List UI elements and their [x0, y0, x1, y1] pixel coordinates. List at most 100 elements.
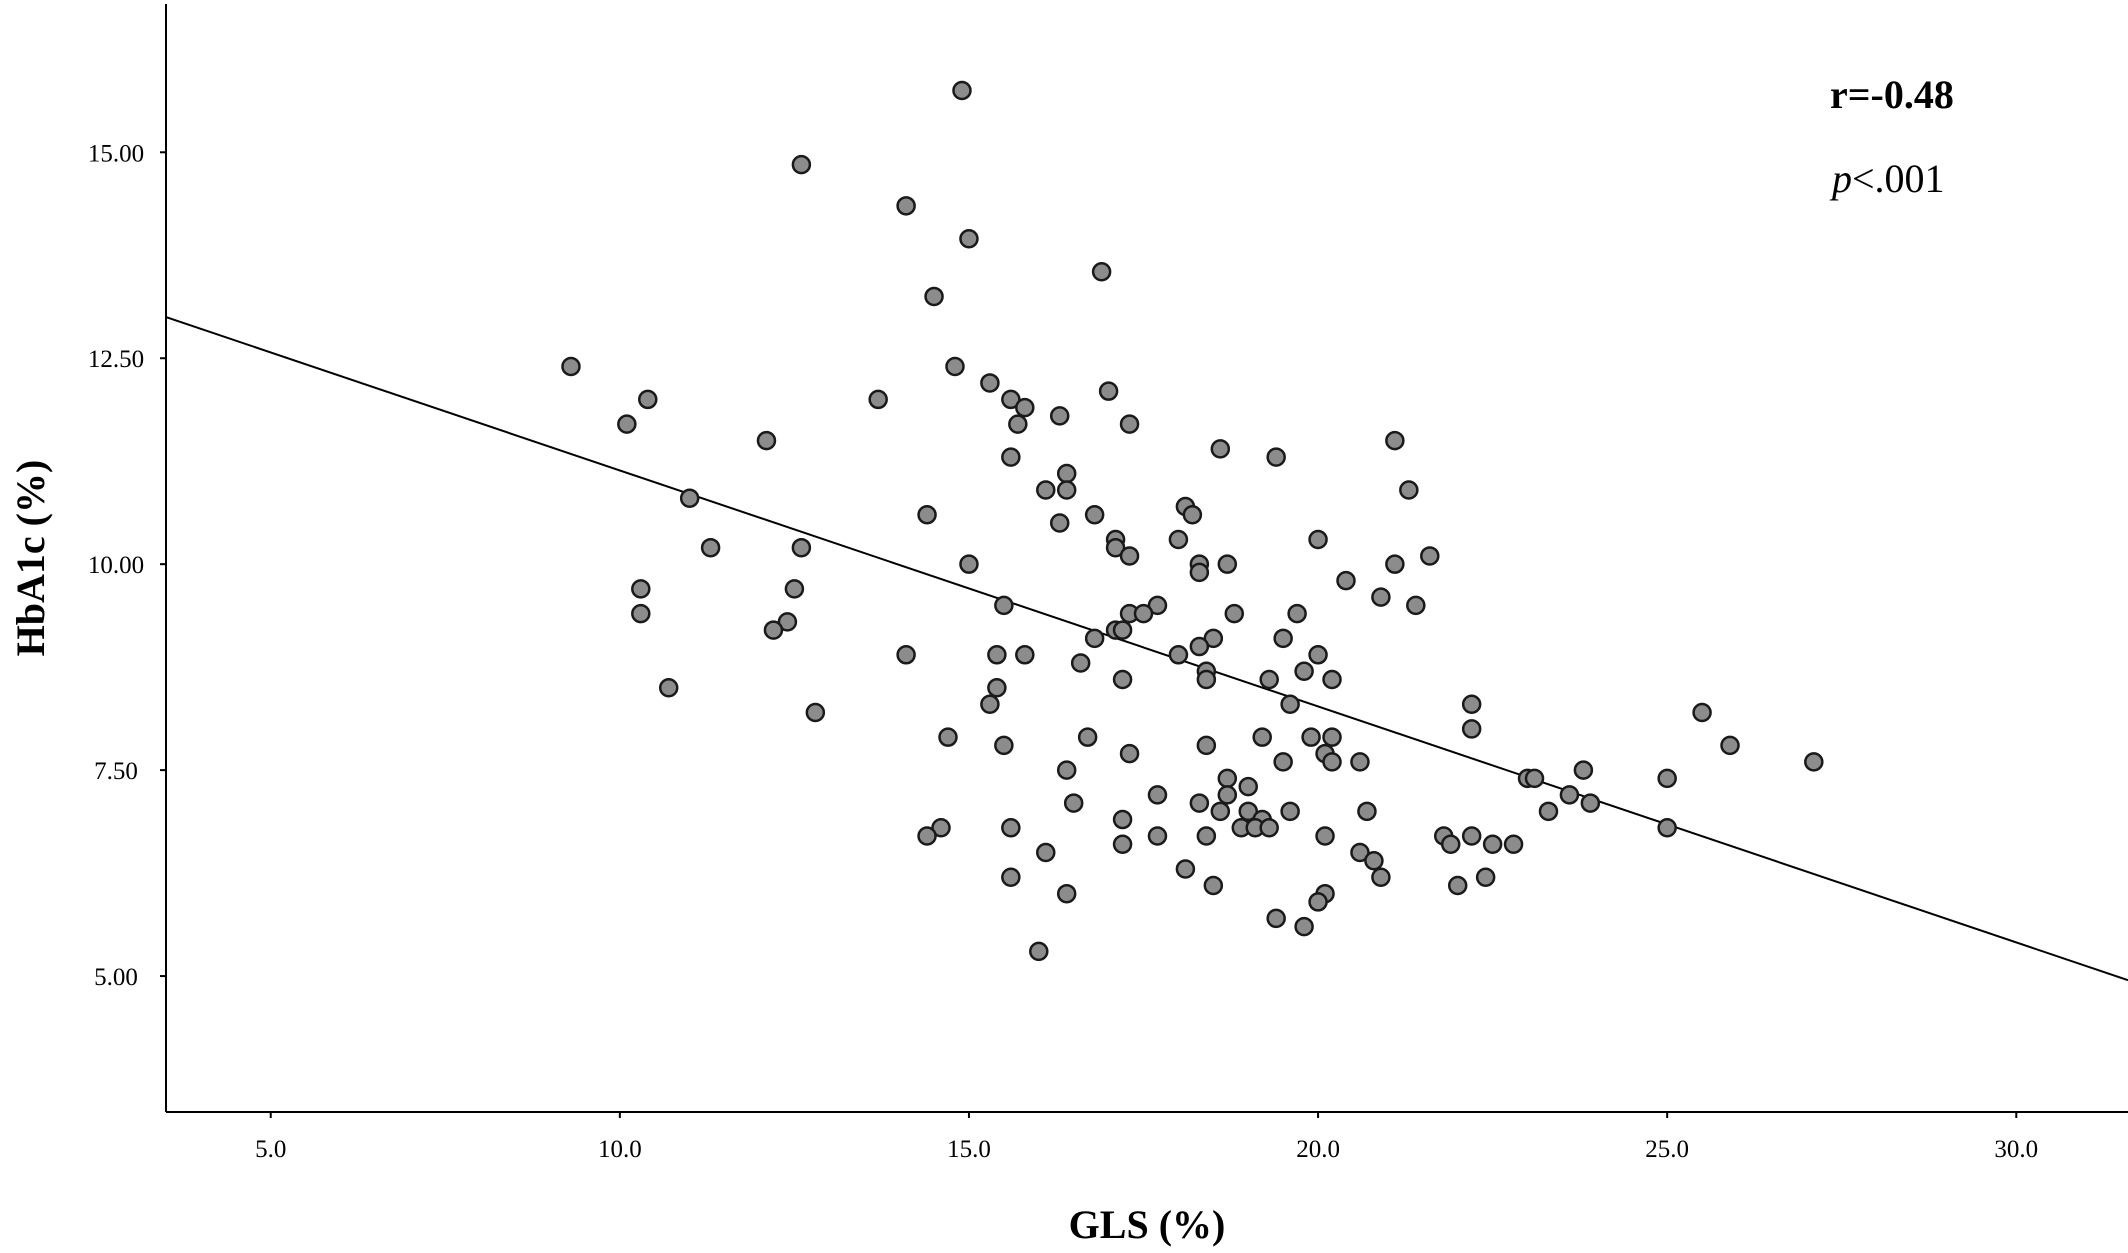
data-point — [1461, 826, 1482, 846]
data-point — [1482, 834, 1503, 855]
data-point — [1008, 414, 1028, 434]
data-point — [1015, 645, 1035, 665]
x-axis-title: GLS (%) — [1069, 1202, 1226, 1247]
y-axis-title: HbA1c (%) — [8, 460, 53, 657]
data-point — [868, 389, 888, 410]
data-point — [1385, 430, 1405, 451]
data-point — [1119, 414, 1140, 434]
data-point — [1350, 752, 1370, 772]
data-point — [1056, 760, 1077, 780]
data-point — [1133, 603, 1154, 624]
data-point — [917, 505, 937, 525]
data-point — [896, 196, 916, 216]
data-point — [1001, 818, 1021, 838]
data-point — [1112, 669, 1133, 690]
data-point — [959, 554, 979, 574]
data-point — [791, 154, 812, 175]
data-point — [1301, 727, 1321, 747]
x-tick-label: 15.0 — [947, 1136, 991, 1163]
data-point — [917, 826, 937, 846]
data-point — [945, 356, 965, 377]
data-point — [791, 537, 812, 558]
data-point — [805, 702, 826, 723]
data-point — [1147, 826, 1168, 846]
data-point — [1175, 859, 1196, 879]
data-point — [1657, 768, 1677, 789]
data-point — [1336, 570, 1356, 591]
data-point — [1189, 636, 1210, 657]
data-point — [1364, 850, 1384, 871]
x-tick-label: 25.0 — [1645, 1136, 1689, 1163]
data-point — [959, 229, 979, 249]
p-symbol: p — [1829, 156, 1852, 201]
data-point — [1524, 768, 1545, 789]
data-point — [1420, 546, 1440, 566]
data-point — [1580, 793, 1601, 813]
data-point — [1538, 801, 1559, 822]
data-point — [1273, 628, 1293, 649]
x-tick-label: 10.0 — [598, 1136, 642, 1163]
y-tick-label: 5.00 — [94, 964, 138, 991]
data-point — [1308, 529, 1328, 550]
data-point — [561, 356, 581, 377]
data-point — [1036, 842, 1056, 863]
data-point — [1203, 875, 1224, 896]
data-point — [1371, 587, 1391, 607]
data-point — [1210, 801, 1231, 822]
data-point — [896, 645, 916, 665]
y-tick-label: 15.00 — [88, 140, 144, 167]
data-point — [994, 735, 1014, 756]
data-point — [1056, 463, 1077, 484]
data-point — [1657, 818, 1677, 838]
data-point — [1056, 883, 1077, 904]
data-point — [638, 389, 658, 410]
data-point — [1259, 818, 1279, 838]
regression-line — [165, 316, 2128, 982]
data-point — [1001, 447, 1021, 467]
data-point — [1182, 505, 1203, 525]
data-point — [1084, 505, 1105, 525]
data-point — [1559, 785, 1580, 805]
data-point — [1224, 603, 1245, 624]
data-point — [1001, 389, 1021, 410]
data-point — [980, 694, 1000, 714]
data-point — [1322, 669, 1342, 690]
data-point — [931, 818, 951, 838]
data-point — [1287, 603, 1307, 624]
data-point — [1196, 826, 1217, 846]
data-point — [1406, 595, 1426, 616]
data-point — [1112, 834, 1133, 855]
data-point — [1440, 834, 1461, 855]
data-point — [1147, 785, 1168, 805]
data-point — [1294, 661, 1314, 682]
data-point — [980, 373, 1000, 393]
data-point — [1350, 842, 1370, 863]
data-point — [1357, 801, 1377, 822]
data-point — [1091, 261, 1112, 282]
data-point — [1399, 480, 1419, 500]
data-point — [1119, 743, 1140, 764]
data-point — [1210, 439, 1231, 459]
data-point — [1001, 867, 1021, 887]
data-point — [1692, 702, 1712, 723]
data-point — [1189, 562, 1210, 583]
data-point — [1084, 628, 1105, 649]
data-point — [938, 727, 958, 747]
data-point — [1280, 801, 1300, 822]
data-point — [1294, 916, 1314, 937]
data-point — [784, 579, 805, 599]
x-tick-label: 20.0 — [1296, 1136, 1340, 1163]
correlation-annotation: r=-0.48 — [1830, 72, 1954, 117]
data-point — [1196, 669, 1217, 690]
y-tick-label: 10.00 — [88, 552, 144, 579]
data-point — [1266, 908, 1286, 929]
data-point — [1217, 785, 1238, 805]
data-point — [987, 677, 1007, 698]
y-tick-label: 12.50 — [88, 346, 144, 373]
data-point — [1385, 554, 1405, 574]
data-point — [1098, 381, 1119, 401]
data-point — [1203, 628, 1224, 649]
data-point — [631, 603, 651, 624]
data-point — [1573, 760, 1594, 780]
